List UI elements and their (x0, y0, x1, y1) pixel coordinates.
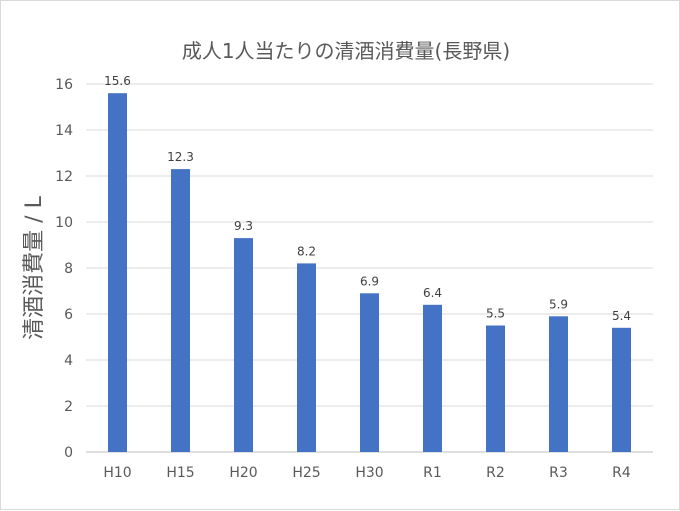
bar-r4 (612, 327, 631, 452)
y-tick-label: 2 (64, 399, 73, 415)
y-tick-label: 14 (55, 123, 73, 139)
data-label: 9.3 (234, 219, 253, 233)
y-tick-label: 6 (64, 307, 73, 323)
x-tick-label: H25 (292, 465, 320, 481)
x-tick-label: H10 (103, 465, 131, 481)
x-tick-label: R1 (423, 465, 442, 481)
x-axis-ticks: H10 H15 H20 H25 H30 R1 R2 R3 R4 (103, 465, 631, 481)
data-label: 6.9 (360, 274, 379, 288)
data-labels: 15.6 12.3 9.3 8.2 6.9 6.4 5.5 5.9 5.4 (104, 74, 631, 323)
x-tick-label: R3 (549, 465, 568, 481)
x-tick-label: H30 (355, 465, 383, 481)
bar-h20 (234, 238, 253, 452)
data-label: 12.3 (167, 150, 194, 164)
bar-r3 (549, 316, 568, 452)
x-tick-label: R4 (612, 465, 631, 481)
x-tick-label: H20 (229, 465, 257, 481)
bar-r2 (486, 325, 505, 452)
bar-h30 (360, 293, 379, 452)
y-tick-label: 4 (64, 353, 73, 369)
x-tick-label: R2 (486, 465, 505, 481)
data-label: 5.9 (549, 297, 568, 311)
y-tick-label: 16 (55, 77, 73, 93)
bar-h15 (171, 169, 190, 452)
bar-r1 (423, 304, 442, 452)
bar-h25 (297, 263, 316, 452)
data-label: 8.2 (297, 244, 316, 258)
data-label: 15.6 (104, 74, 131, 88)
data-label: 5.4 (612, 309, 631, 323)
data-label: 6.4 (423, 286, 442, 300)
bar-h10 (108, 93, 127, 452)
data-label: 5.5 (486, 307, 505, 321)
y-tick-label: 10 (55, 215, 73, 231)
y-tick-label: 8 (64, 261, 73, 277)
chart-title: 成人1人当たりの清酒消費量(長野県) (182, 39, 510, 63)
bars (108, 93, 631, 452)
x-tick-label: H15 (166, 465, 194, 481)
y-axis-label: 清酒消費量 / L (22, 195, 47, 339)
y-tick-label: 0 (64, 445, 73, 461)
y-axis-ticks: 0 2 4 6 8 10 12 14 16 (55, 77, 73, 461)
y-tick-label: 12 (55, 169, 73, 185)
